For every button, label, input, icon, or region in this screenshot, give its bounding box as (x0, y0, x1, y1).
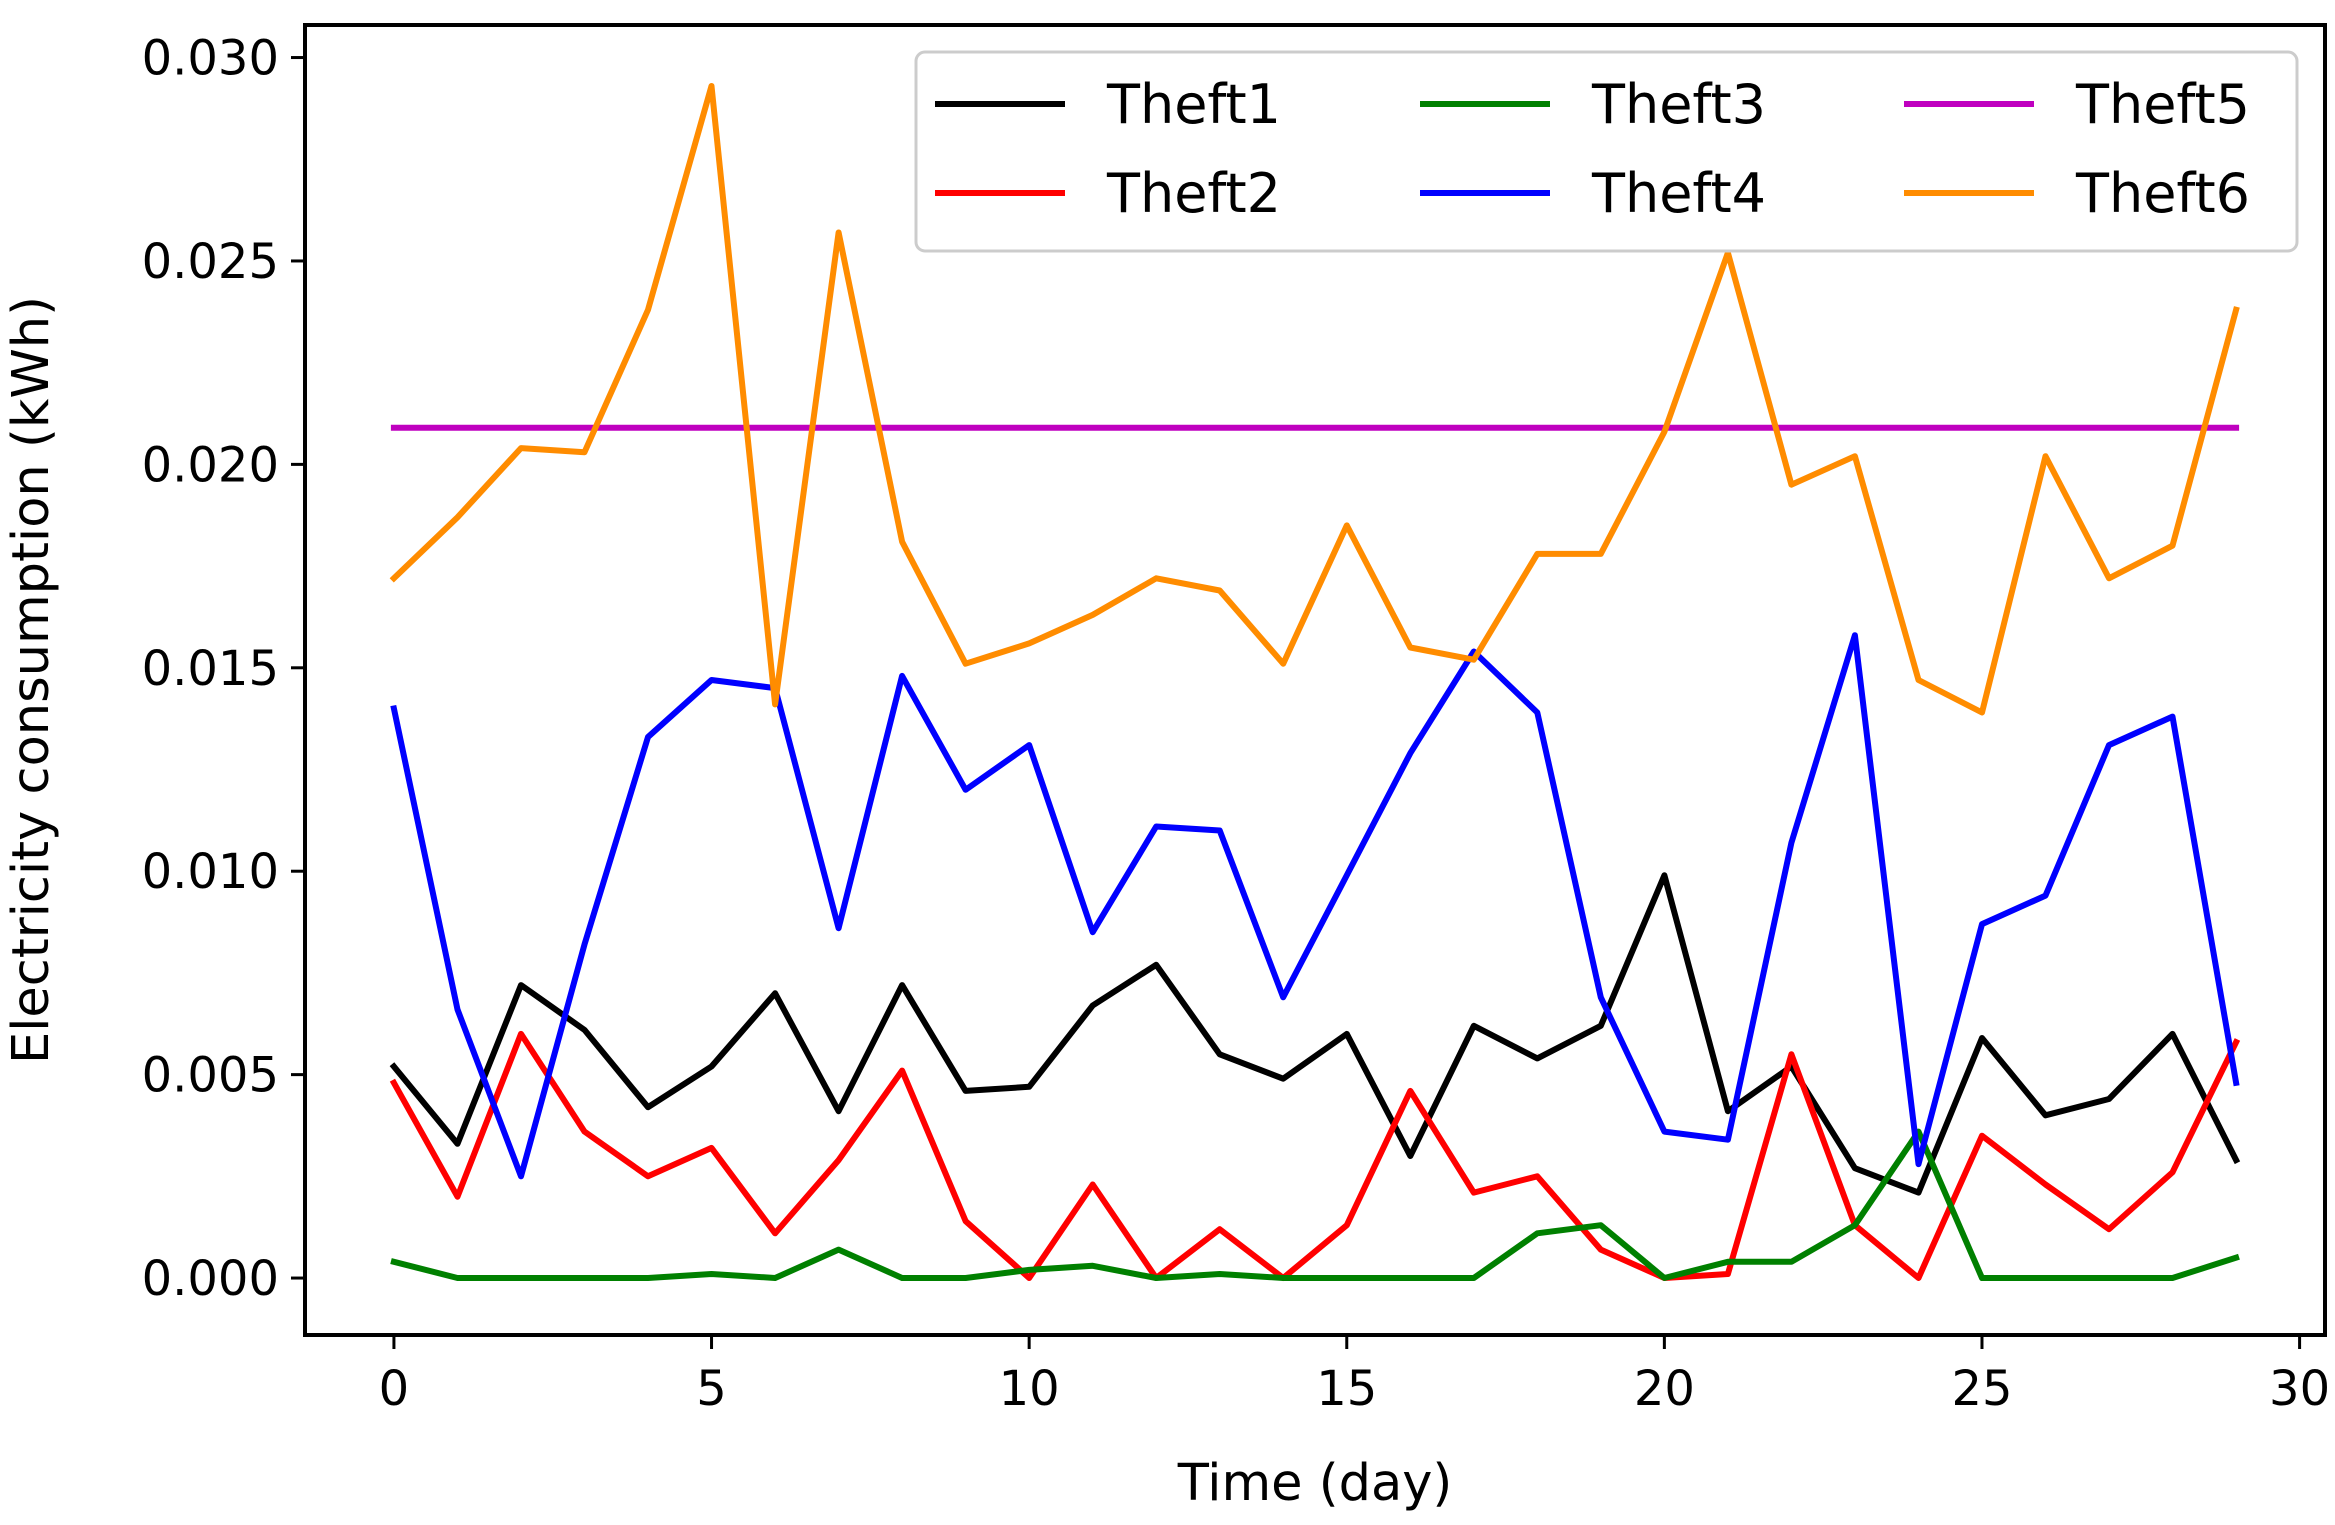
series-line-theft2 (389, 1030, 2241, 1281)
y-tick-label: 0.020 (142, 437, 279, 493)
x-tick-label: 15 (1316, 1361, 1377, 1417)
y-tick-label: 0.000 (142, 1251, 279, 1307)
legend-label-theft3: Theft3 (1591, 73, 1766, 136)
y-axis-label: Electricity consumption (kWh) (2, 296, 61, 1064)
x-tick-label: 0 (379, 1361, 410, 1417)
legend: Theft1 Theft2 Theft3 Theft4 Theft5 Theft6 (914, 50, 2299, 253)
series-line-theft1 (389, 872, 2241, 1196)
x-tick-label: 20 (1634, 1361, 1695, 1417)
legend-label-theft6: Theft6 (2075, 162, 2250, 225)
axis-ticks: 0 5 10 15 20 25 30 0.000 0.005 0.010 0.015 0.020 0.0… (142, 31, 2331, 1417)
y-tick-label: 0.030 (142, 31, 279, 87)
y-tick-label: 0.015 (142, 641, 279, 697)
legend-label-theft1: Theft1 (1106, 73, 1281, 136)
y-tick-label: 0.010 (142, 844, 279, 900)
legend-label-theft2: Theft2 (1106, 162, 1281, 225)
x-tick-label: 30 (2269, 1361, 2330, 1417)
legend-label-theft4: Theft4 (1591, 162, 1766, 225)
x-tick-label: 25 (1951, 1361, 2012, 1417)
legend-label-theft5: Theft5 (2075, 73, 2250, 136)
series-line-theft3 (390, 1128, 2240, 1281)
x-tick-label: 5 (696, 1361, 727, 1417)
plot-frame (303, 23, 2327, 1337)
series-line-theft6 (389, 83, 2240, 716)
x-axis-label: Time (day) (1177, 1454, 1453, 1513)
series-line-theft4 (390, 632, 2240, 1180)
series-layer (389, 83, 2241, 1281)
y-tick-label: 0.025 (142, 234, 279, 290)
y-tick-label: 0.005 (142, 1048, 279, 1104)
x-tick-label: 10 (999, 1361, 1060, 1417)
